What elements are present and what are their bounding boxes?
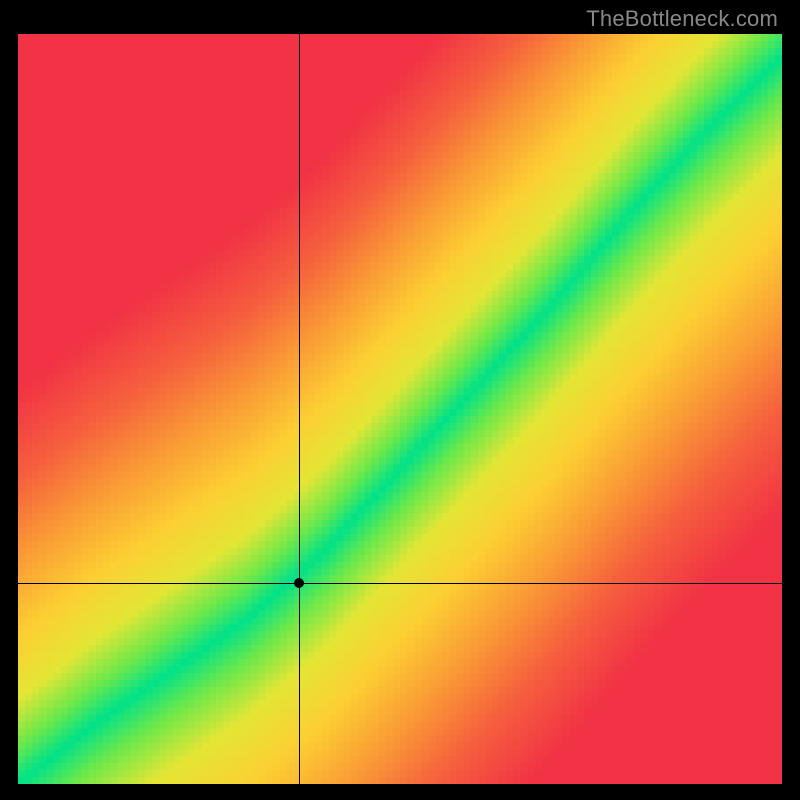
crosshair-horizontal [18,583,782,584]
plot-area [18,34,782,784]
crosshair-vertical [299,34,300,784]
heatmap-canvas [18,34,782,784]
watermark-text: TheBottleneck.com [586,6,778,32]
data-point-marker [294,578,304,588]
